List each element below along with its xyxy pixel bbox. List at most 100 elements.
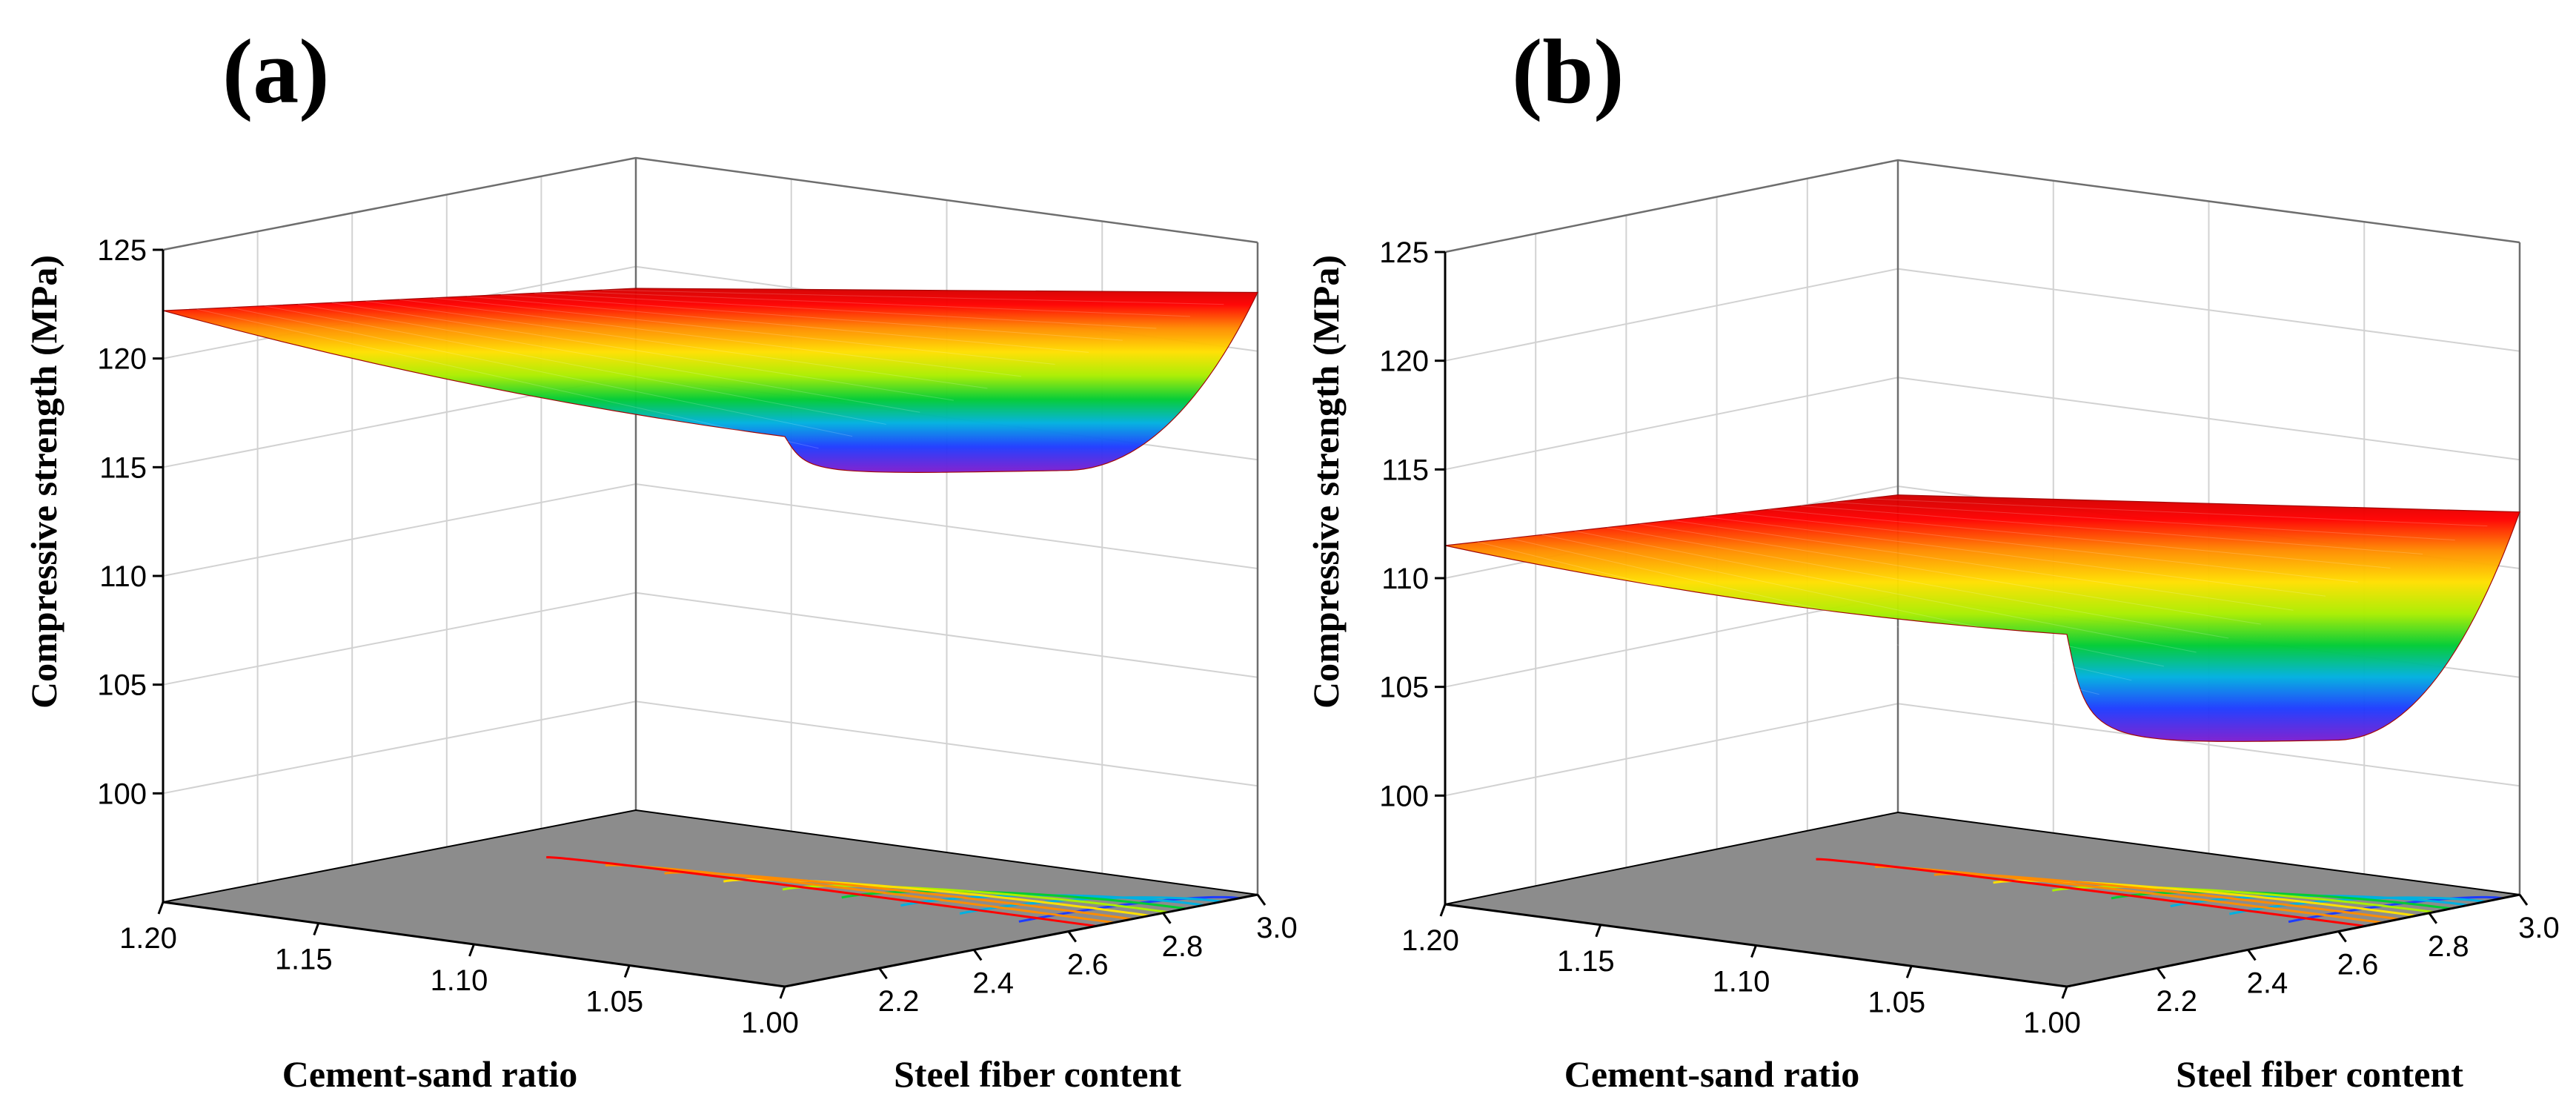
- z-tick-label: 125: [1379, 236, 1429, 269]
- surface-mesh-line: [1768, 508, 2391, 569]
- top-back-edge: [1444, 159, 2520, 254]
- base-contour: [723, 878, 1150, 917]
- surface-mesh-line: [1833, 501, 2455, 541]
- surface-mesh-line: [467, 296, 1089, 353]
- y-tick-mark: [1162, 912, 1172, 924]
- y-axis: [2066, 893, 2520, 988]
- x-ticks-a: 1.20 1.15 1.10 1.05 1.00: [119, 901, 799, 1039]
- base-contour: [2052, 885, 2434, 914]
- x-tick-mark: [779, 986, 786, 999]
- surface-mesh-line: [1801, 505, 2423, 555]
- y-tick-mark: [1256, 894, 1267, 906]
- surface-mesh-line: [433, 297, 1055, 365]
- y-ticks-b: 2.2 2.4 2.6 2.8 3.0: [2156, 894, 2560, 1018]
- x-tick-label: 1.20: [1401, 924, 1459, 957]
- surface-mesh-line: [1477, 541, 2099, 695]
- base-contour: [782, 884, 1168, 914]
- y-tick-label: 2.6: [2337, 949, 2379, 981]
- x-tick-mark: [1905, 965, 1913, 978]
- x-tick-mark: [1750, 944, 1757, 958]
- y-ticks-a: 2.2 2.4 2.6 2.8 3.0: [878, 894, 1298, 1018]
- surface-mesh-line: [602, 289, 1224, 305]
- x-tick-label: 1.00: [2023, 1007, 2081, 1039]
- surface-mesh-line: [568, 291, 1190, 317]
- base-contour: [1993, 879, 2417, 917]
- x-axis-title-b: Cement-sand ratio: [1564, 1053, 1860, 1095]
- x-tick-mark: [157, 901, 165, 915]
- x-tick-label: 1.10: [1713, 966, 1770, 998]
- z-gridline: [1444, 159, 2520, 253]
- z-gridline: [162, 483, 1258, 577]
- y-tick-label: 3.0: [1256, 912, 1298, 944]
- y-axis-title-a: Steel fiber content: [894, 1053, 1181, 1095]
- x-tick-mark: [468, 944, 475, 957]
- y-tick-mark: [2337, 930, 2347, 943]
- z-tick-label: 115: [99, 451, 147, 484]
- z-gridline: [162, 592, 1258, 686]
- surface-mesh-line: [534, 292, 1157, 329]
- y-tick-label: 2.4: [972, 967, 1014, 999]
- surface-mesh-line: [331, 302, 954, 401]
- surface-mesh-line: [399, 299, 1022, 377]
- y-axis: [784, 893, 1258, 988]
- surface-mesh-line: [196, 308, 819, 449]
- x-tick-label: 1.00: [741, 1007, 799, 1039]
- y-tick-label: 2.8: [1162, 930, 1204, 963]
- x-tick-label: 1.15: [275, 944, 333, 976]
- surface-mesh-line: [1865, 498, 2488, 527]
- z-ticks-b: 100 105 110 115 120 125: [1379, 236, 1445, 812]
- z-tick-label: 100: [1379, 780, 1429, 812]
- z-tick-label: 115: [1381, 454, 1429, 486]
- base-contour: [2288, 895, 2503, 924]
- surface-mesh-line: [1607, 527, 2229, 639]
- z-tick-label: 105: [1379, 672, 1429, 704]
- wall-frame-b: [1444, 159, 2521, 895]
- z-tick-label: 110: [1381, 563, 1429, 595]
- z-tick-label: 105: [97, 669, 147, 702]
- y-tick-label: 3.0: [2518, 912, 2560, 944]
- surface-mesh-line: [365, 300, 988, 389]
- z-tick-label: 125: [97, 234, 147, 267]
- z-tick-label: 120: [1379, 345, 1429, 378]
- surface-mesh-line: [1574, 531, 2197, 653]
- surface-mesh: [162, 288, 1258, 473]
- y-tick-label: 2.2: [878, 985, 920, 1018]
- x-tick-label: 1.05: [1868, 986, 1925, 1018]
- wall-frame-a: [162, 156, 1259, 895]
- y-tick-mark: [2247, 949, 2257, 961]
- z-axis-title-a: Compressive strength (MPa): [23, 255, 64, 709]
- surface-mesh-line: [1510, 537, 2132, 681]
- surface-mesh-line: [1671, 520, 2294, 611]
- x-tick-mark: [1595, 924, 1602, 938]
- z-gridline: [162, 156, 1258, 251]
- surface-mesh-line: [298, 304, 920, 413]
- x-ticks-b: 1.20 1.15 1.10 1.05 1.00: [1401, 904, 2081, 1039]
- y-tick-mark: [2428, 912, 2438, 924]
- surface-mesh-line: [1541, 534, 2165, 667]
- x-tick-label: 1.15: [1557, 945, 1615, 978]
- x-tick-label: 1.05: [585, 986, 643, 1018]
- x-tick-mark: [2061, 986, 2068, 999]
- response-surface-a: [162, 288, 1258, 473]
- base-plane-a: [162, 809, 1258, 988]
- surface-mesh-line: [1639, 523, 2261, 625]
- z-gridline: [1444, 377, 2520, 471]
- panel-label-a: (a): [222, 21, 330, 122]
- x-tick-label: 1.20: [119, 922, 177, 955]
- y-tick-mark: [2156, 967, 2166, 980]
- base-contour: [1816, 858, 2366, 927]
- y-tick-mark: [972, 949, 983, 961]
- y-tick-mark: [1067, 930, 1078, 943]
- top-back-edge: [162, 156, 1258, 251]
- y-axis-title-b: Steel fiber content: [2176, 1053, 2463, 1095]
- x-tick-label: 1.10: [431, 964, 488, 997]
- y-tick-label: 2.4: [2247, 967, 2288, 999]
- x-tick-mark: [1439, 904, 1447, 917]
- base-plane-b: [1444, 811, 2520, 988]
- z-ticks-a: 100 105 110 115 120 125: [97, 234, 163, 810]
- surface-mesh-line: [230, 307, 853, 437]
- wall-grid-a: [162, 156, 1258, 895]
- surface-mesh-line: [1704, 516, 2326, 597]
